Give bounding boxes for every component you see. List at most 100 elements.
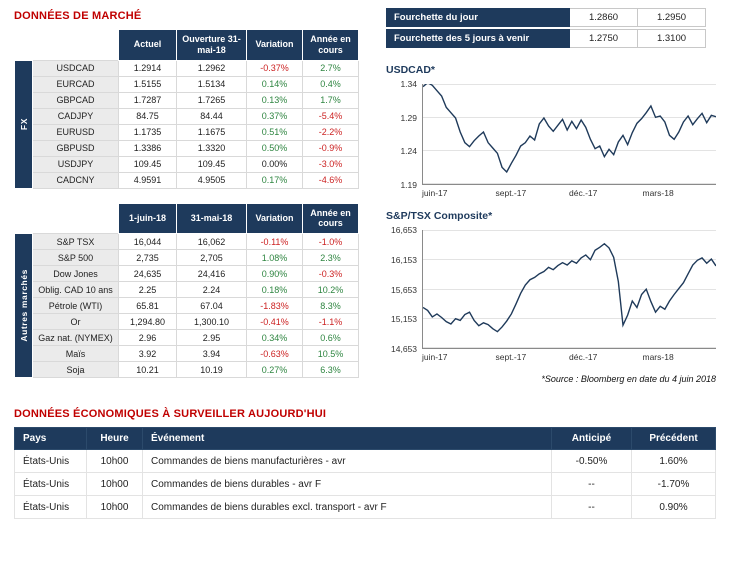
fx-table: Actuel Ouverture 31-mai-18 Variation Ann… <box>14 29 359 189</box>
fx-header-ytd: Année en cours <box>302 29 359 61</box>
cell-ytd: -3.0% <box>302 155 359 173</box>
cell-value1: 65.81 <box>118 297 177 315</box>
cell-ytd: -0.3% <box>302 265 359 283</box>
cell-pays: États-Unis <box>14 472 87 497</box>
tables-column: DONNÉES DE MARCHÉ Actuel Ouverture 31-ma… <box>14 8 359 392</box>
cell-variation: 0.00% <box>246 155 303 173</box>
cell-actuel: 1.1735 <box>118 123 177 141</box>
markets-header-mai: 31-mai-18 <box>176 202 247 235</box>
cell-ytd: -5.4% <box>302 107 359 125</box>
source-note: *Source : Bloomberg en date du 4 juin 20… <box>541 374 716 384</box>
top-section: DONNÉES DE MARCHÉ Actuel Ouverture 31-ma… <box>14 8 716 392</box>
fourchette-day-low: 1.2860 <box>570 8 638 27</box>
markets-header-juin: 1-juin-18 <box>118 202 177 235</box>
table-row: Autres marchés S&P TSX 16,044 16,062 -0.… <box>14 233 359 379</box>
row-label: CADJPY <box>32 107 119 125</box>
cell-actuel: 1.5155 <box>118 75 177 93</box>
cell-evenement: Commandes de biens durables - avr F <box>142 472 552 497</box>
cell-ytd: 6.3% <box>302 361 359 379</box>
table-row: États-Unis 10h00 Commandes de biens manu… <box>14 449 716 474</box>
cell-variation: 0.34% <box>246 329 303 347</box>
fourchette-row: Fourchette des 5 jours à venir 1.2750 1.… <box>386 29 716 48</box>
cell-value2: 1,300.10 <box>176 313 247 331</box>
fourchette-5day-low: 1.2750 <box>570 29 638 48</box>
y-tick-label: 1.29 <box>400 112 417 123</box>
econ-table: Pays Heure Événement Anticipé Précédent … <box>14 427 716 520</box>
table-row: Soja 10.21 10.19 0.27% 6.3% <box>15 361 359 379</box>
usdcad-x-axis: juin-17 sept.-17 déc.-17 mars-18 <box>422 185 716 198</box>
x-tick-label: juin-17 <box>422 352 448 362</box>
cell-ytd: -1.0% <box>302 233 359 251</box>
fx-header-ouverture: Ouverture 31-mai-18 <box>176 29 247 61</box>
corner-cell <box>15 203 119 234</box>
cell-ouverture: 1.5134 <box>176 75 247 93</box>
cell-ytd: 8.3% <box>302 297 359 315</box>
cell-pays: États-Unis <box>14 449 87 474</box>
markets-group-cell: Autres marchés <box>14 233 33 379</box>
econ-header-pays: Pays <box>14 427 87 451</box>
row-label: Gaz nat. (NYMEX) <box>32 329 119 347</box>
cell-value1: 16,044 <box>118 233 177 251</box>
row-label: S&P TSX <box>32 233 119 251</box>
cell-ouverture: 4.9505 <box>176 171 247 189</box>
usdcad-plot-area <box>422 84 716 185</box>
cell-pays: États-Unis <box>14 495 87 520</box>
usdcad-chart: 1.34 1.29 1.24 1.19 <box>386 79 716 190</box>
cell-value2: 3.94 <box>176 345 247 363</box>
cell-ouverture: 1.3320 <box>176 139 247 157</box>
fx-header-row: Actuel Ouverture 31-mai-18 Variation Ann… <box>15 29 359 61</box>
cell-ytd: -4.6% <box>302 171 359 189</box>
cell-anticipe: -- <box>551 472 632 497</box>
row-label: GBPUSD <box>32 139 119 157</box>
table-row: EURCAD 1.5155 1.5134 0.14% 0.4% <box>15 75 359 93</box>
tsx-line-chart <box>423 230 716 348</box>
cell-variation: 0.17% <box>246 171 303 189</box>
cell-value1: 10.21 <box>118 361 177 379</box>
cell-heure: 10h00 <box>86 495 143 520</box>
table-row: CADJPY 84.75 84.44 0.37% -5.4% <box>15 107 359 125</box>
row-label: S&P 500 <box>32 249 119 267</box>
x-tick-label: déc.-17 <box>569 352 598 362</box>
y-tick-label: 16,653 <box>391 225 417 235</box>
cell-ytd: 0.4% <box>302 75 359 93</box>
row-label: USDJPY <box>32 155 119 173</box>
cell-value1: 1,294.80 <box>118 313 177 331</box>
cell-value2: 2.24 <box>176 281 247 299</box>
table-row: États-Unis 10h00 Commandes de biens dura… <box>14 472 716 497</box>
cell-variation: -0.41% <box>246 313 303 331</box>
cell-ytd: -0.9% <box>302 139 359 157</box>
econ-header-anticipe: Anticipé <box>551 427 632 451</box>
fourchette-5day-label: Fourchette des 5 jours à venir <box>386 29 570 48</box>
y-tick-label: 1.34 <box>400 79 417 89</box>
cell-ytd: 1.7% <box>302 91 359 109</box>
cell-actuel: 1.7287 <box>118 91 177 109</box>
usdcad-line-chart <box>423 84 716 184</box>
cell-precedent: -1.70% <box>631 472 716 497</box>
cell-value2: 2.95 <box>176 329 247 347</box>
markets-group-label: Autres marchés <box>18 269 29 343</box>
x-tick-label: juin-17 <box>422 188 448 198</box>
table-row: Pétrole (WTI) 65.81 67.04 -1.83% 8.3% <box>15 297 359 315</box>
table-row: EURUSD 1.1735 1.1675 0.51% -2.2% <box>15 123 359 141</box>
cell-value2: 24,416 <box>176 265 247 283</box>
table-row: Oblig. CAD 10 ans 2.25 2.24 0.18% 10.2% <box>15 281 359 299</box>
y-tick-label: 15,653 <box>391 284 417 295</box>
cell-value2: 2,705 <box>176 249 247 267</box>
y-tick-label: 15,153 <box>391 314 417 325</box>
usdcad-series-line <box>423 84 716 172</box>
cell-ouverture: 84.44 <box>176 107 247 125</box>
row-label: Maïs <box>32 345 119 363</box>
cell-ouverture: 1.1675 <box>176 123 247 141</box>
cell-variation: 0.37% <box>246 107 303 125</box>
cell-ytd: 10.5% <box>302 345 359 363</box>
cell-actuel: 4.9591 <box>118 171 177 189</box>
cell-anticipe: -- <box>551 495 632 520</box>
cell-value2: 10.19 <box>176 361 247 379</box>
tsx-chart-title: S&P/TSX Composite* <box>386 210 493 222</box>
fx-group-label: FX <box>18 118 29 131</box>
cell-ytd: 10.2% <box>302 281 359 299</box>
table-row: USDJPY 109.45 109.45 0.00% -3.0% <box>15 155 359 173</box>
econ-title: DONNÉES ÉCONOMIQUES À SURVEILLER AUJOURD… <box>14 408 327 421</box>
cell-precedent: 0.90% <box>631 495 716 520</box>
